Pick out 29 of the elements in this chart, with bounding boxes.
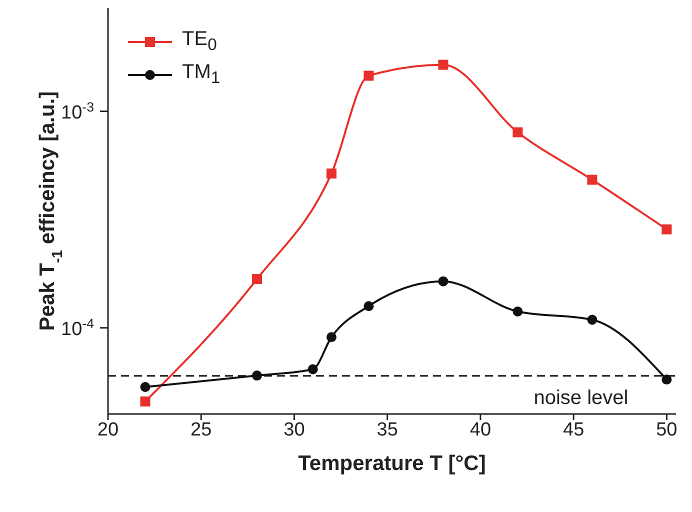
point bbox=[587, 314, 598, 325]
point bbox=[512, 306, 523, 316]
y-tick-label: 10$^{-3}$ bbox=[61, 98, 94, 124]
point bbox=[140, 396, 150, 406]
point bbox=[438, 276, 448, 286]
point bbox=[326, 332, 336, 342]
point bbox=[662, 224, 672, 234]
ref-line-label: noise level bbox=[534, 386, 628, 409]
point bbox=[252, 370, 262, 381]
point bbox=[308, 364, 318, 374]
x-tick-label: 45 bbox=[563, 419, 584, 440]
legend-label: TM$_{1}$ bbox=[182, 61, 220, 88]
point bbox=[140, 382, 150, 392]
point bbox=[252, 274, 262, 284]
point bbox=[364, 70, 374, 81]
x-tick-label: 20 bbox=[97, 419, 119, 440]
legend-label: TE$_{0}$ bbox=[182, 28, 217, 55]
x-tick-label: 25 bbox=[190, 419, 212, 440]
point bbox=[326, 168, 336, 179]
x-tick-label: 35 bbox=[376, 419, 398, 440]
point bbox=[364, 301, 374, 312]
x-tick-label: 50 bbox=[656, 419, 678, 440]
x-tick-label: 30 bbox=[284, 419, 305, 440]
point bbox=[512, 127, 523, 138]
point bbox=[438, 60, 448, 70]
point bbox=[662, 374, 672, 385]
x-axis-title: Temperature T [°C] bbox=[298, 452, 486, 475]
x-tick-label: 40 bbox=[470, 419, 492, 440]
point bbox=[587, 174, 598, 185]
